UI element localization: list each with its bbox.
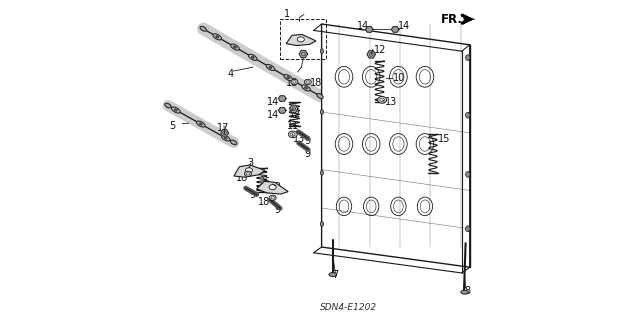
- Ellipse shape: [252, 56, 254, 59]
- Ellipse shape: [321, 170, 324, 175]
- Text: 13: 13: [292, 134, 305, 144]
- Text: 10: 10: [393, 73, 405, 84]
- Ellipse shape: [269, 195, 276, 200]
- Text: 13: 13: [385, 97, 397, 108]
- Ellipse shape: [292, 81, 296, 83]
- Ellipse shape: [321, 49, 324, 53]
- Text: FR.: FR.: [440, 13, 462, 26]
- Ellipse shape: [291, 133, 295, 136]
- Text: 14: 14: [267, 110, 280, 120]
- Text: 15: 15: [438, 134, 451, 144]
- Ellipse shape: [465, 226, 470, 232]
- Text: 18: 18: [310, 78, 322, 88]
- Text: 14: 14: [398, 21, 411, 31]
- Ellipse shape: [266, 64, 275, 71]
- Text: 18: 18: [258, 196, 270, 207]
- Ellipse shape: [172, 107, 180, 113]
- Text: 3: 3: [248, 158, 253, 168]
- Text: 9: 9: [250, 190, 256, 200]
- Text: 14: 14: [357, 21, 370, 31]
- Text: 16: 16: [292, 36, 305, 47]
- Text: 8: 8: [464, 286, 470, 296]
- Ellipse shape: [305, 79, 312, 84]
- Polygon shape: [392, 27, 399, 32]
- Polygon shape: [278, 108, 286, 113]
- Text: 6: 6: [263, 177, 269, 188]
- Ellipse shape: [271, 196, 275, 199]
- Text: 12: 12: [289, 108, 301, 119]
- Polygon shape: [322, 24, 470, 267]
- Ellipse shape: [230, 140, 237, 145]
- Text: 2: 2: [275, 182, 281, 192]
- Ellipse shape: [213, 34, 221, 40]
- Ellipse shape: [269, 185, 276, 190]
- Text: 17: 17: [217, 123, 230, 133]
- Ellipse shape: [164, 103, 172, 108]
- Polygon shape: [365, 27, 373, 32]
- Ellipse shape: [174, 109, 177, 111]
- Text: 4: 4: [227, 68, 234, 79]
- Ellipse shape: [465, 112, 470, 118]
- Ellipse shape: [248, 54, 257, 60]
- Ellipse shape: [221, 135, 230, 141]
- Polygon shape: [257, 181, 288, 194]
- Ellipse shape: [200, 26, 206, 31]
- Ellipse shape: [284, 75, 292, 81]
- Ellipse shape: [230, 44, 239, 50]
- Ellipse shape: [461, 290, 468, 294]
- Ellipse shape: [288, 131, 297, 138]
- Ellipse shape: [246, 172, 250, 175]
- Ellipse shape: [378, 97, 387, 103]
- Ellipse shape: [465, 55, 470, 60]
- Ellipse shape: [329, 273, 337, 276]
- Polygon shape: [278, 96, 286, 101]
- Ellipse shape: [380, 98, 384, 101]
- Ellipse shape: [465, 172, 470, 177]
- Text: SDN4-E1202: SDN4-E1202: [320, 303, 377, 312]
- Text: 18: 18: [286, 78, 298, 88]
- Ellipse shape: [291, 79, 298, 84]
- Polygon shape: [367, 51, 375, 58]
- Ellipse shape: [216, 36, 219, 38]
- Ellipse shape: [305, 87, 307, 89]
- Ellipse shape: [224, 137, 227, 139]
- Ellipse shape: [196, 121, 205, 127]
- Ellipse shape: [234, 46, 236, 48]
- Ellipse shape: [307, 81, 310, 83]
- Ellipse shape: [321, 109, 324, 115]
- Text: 9: 9: [275, 204, 281, 215]
- Polygon shape: [221, 130, 228, 136]
- Text: 12: 12: [374, 44, 386, 55]
- Text: 9: 9: [304, 148, 310, 159]
- Text: 1: 1: [284, 9, 291, 20]
- Polygon shape: [300, 51, 307, 58]
- Text: 9: 9: [304, 136, 310, 146]
- Ellipse shape: [287, 76, 290, 79]
- Ellipse shape: [317, 93, 323, 99]
- Text: 11: 11: [287, 121, 299, 132]
- Polygon shape: [464, 17, 475, 22]
- Ellipse shape: [321, 221, 324, 227]
- Ellipse shape: [244, 171, 252, 176]
- Text: 5: 5: [169, 121, 175, 132]
- Text: 7: 7: [332, 270, 339, 280]
- Polygon shape: [234, 165, 265, 177]
- Polygon shape: [290, 105, 298, 112]
- Ellipse shape: [298, 37, 305, 42]
- Text: 18: 18: [236, 172, 248, 183]
- Ellipse shape: [269, 66, 272, 69]
- Polygon shape: [286, 35, 316, 45]
- Ellipse shape: [246, 168, 253, 173]
- Ellipse shape: [301, 85, 310, 91]
- Ellipse shape: [199, 123, 202, 125]
- Text: 14: 14: [267, 97, 280, 108]
